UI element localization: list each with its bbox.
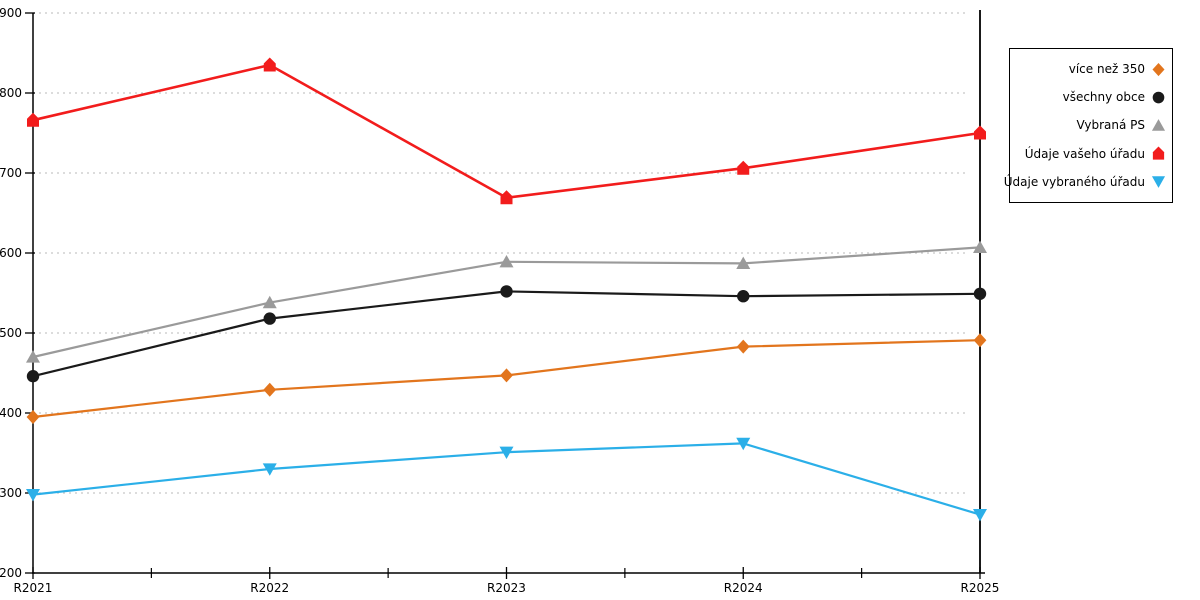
diamond-marker-icon <box>973 333 987 348</box>
house-marker-icon <box>1152 146 1165 160</box>
x-tick-label: R2025 <box>961 581 1000 595</box>
legend-label: Údaje vašeho úřadu <box>1024 146 1145 161</box>
circle-marker-icon <box>26 370 40 383</box>
y-tick-label: 700 <box>0 166 22 180</box>
x-tick-label: R2024 <box>724 581 763 595</box>
legend-label: Údaje vybraného úřadu <box>1003 174 1145 189</box>
house-marker-icon <box>1152 146 1165 160</box>
legend-item: Údaje vašeho úřadu <box>1012 141 1166 167</box>
circle-marker-icon <box>500 285 513 298</box>
x-tick-label: R2021 <box>14 581 53 595</box>
diamond-marker-icon <box>736 339 750 354</box>
triangle-up-marker-icon <box>1151 119 1166 131</box>
triangle-down-marker-icon <box>736 437 751 451</box>
chart-legend: více než 350 všechny obce Vybraná PS Údaje … <box>1004 48 1173 203</box>
legend-item: Údaje vybraného úřadu <box>1004 169 1166 195</box>
circle-marker-icon <box>1152 91 1165 104</box>
series-line <box>31 290 982 378</box>
triangle-down-marker-icon <box>26 489 40 502</box>
legend-label: všechny obce <box>1062 90 1145 105</box>
house-marker-icon <box>737 160 750 175</box>
y-tick-label: 900 <box>0 6 22 20</box>
diamond-marker-icon <box>1152 62 1165 76</box>
y-tick-label: 200 <box>0 566 22 580</box>
x-tick-label: R2022 <box>250 581 289 595</box>
circle-marker-icon <box>263 312 276 325</box>
triangle-up-marker-icon <box>1151 119 1166 131</box>
diamond-marker-icon <box>26 410 40 424</box>
triangle-up-marker-icon <box>973 240 987 253</box>
y-tick-label: 400 <box>0 406 22 420</box>
y-tick-label: 800 <box>0 86 22 100</box>
house-marker-icon <box>974 125 986 140</box>
legend-item: více než 350 <box>1012 56 1166 82</box>
house-marker-icon <box>263 57 276 72</box>
diamond-marker-icon <box>263 382 277 397</box>
triangle-down-marker-icon <box>973 509 987 522</box>
triangle-up-marker-icon <box>499 255 514 268</box>
series-line <box>31 63 982 200</box>
circle-marker-icon <box>973 287 987 300</box>
triangle-up-marker-icon <box>736 256 751 269</box>
circle-marker-icon <box>737 290 750 303</box>
x-tick-label: R2023 <box>487 581 526 595</box>
diamond-marker-icon <box>500 368 513 383</box>
triangle-up-marker-icon <box>26 350 40 363</box>
circle-marker-icon <box>1152 91 1165 104</box>
triangle-up-marker-icon <box>262 295 277 309</box>
house-marker-icon <box>500 190 513 205</box>
y-tick-label: 500 <box>0 326 22 340</box>
triangle-down-marker-icon <box>499 446 514 459</box>
legend-item: všechny obce <box>1012 84 1166 110</box>
diamond-marker-icon <box>1152 62 1165 76</box>
y-tick-label: 300 <box>0 486 22 500</box>
legend-label: Vybraná PS <box>1076 118 1145 133</box>
legend-item: Vybraná PS <box>1012 112 1166 138</box>
y-tick-label: 600 <box>0 246 22 260</box>
legend-label: více než 350 <box>1068 62 1145 77</box>
house-marker-icon <box>27 112 39 127</box>
triangle-down-marker-icon <box>262 463 277 476</box>
triangle-down-marker-icon <box>1151 176 1166 189</box>
triangle-down-marker-icon <box>1151 176 1166 189</box>
